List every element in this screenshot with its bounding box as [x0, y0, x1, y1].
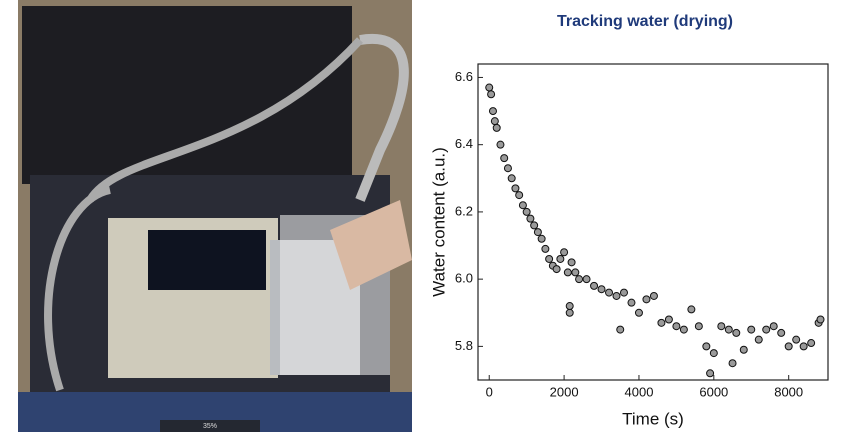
point [739, 345, 748, 354]
point [799, 342, 808, 351]
point [556, 254, 565, 263]
point [565, 308, 574, 317]
point [732, 328, 741, 337]
point [709, 349, 718, 358]
point [518, 201, 527, 210]
point [565, 302, 574, 311]
point [642, 295, 651, 304]
point [754, 335, 763, 344]
x-tick-label: 0 [486, 384, 493, 399]
x-tick-label: 4000 [625, 384, 654, 399]
point [657, 318, 666, 327]
point [485, 83, 494, 92]
point [687, 305, 696, 314]
point [575, 275, 584, 284]
y-tick-label: 6.6 [455, 69, 473, 84]
point [597, 285, 606, 294]
point [487, 90, 496, 99]
y-tick-label: 6.2 [455, 203, 473, 218]
point [724, 325, 733, 334]
point [612, 291, 621, 300]
point [634, 308, 643, 317]
point [649, 291, 658, 300]
point [590, 281, 599, 290]
point [762, 325, 771, 334]
point [503, 164, 512, 173]
point [571, 268, 580, 277]
point [552, 265, 561, 274]
point [560, 248, 569, 257]
point [541, 244, 550, 253]
point [717, 322, 726, 331]
point [567, 258, 576, 267]
point [605, 288, 614, 297]
chart-title: Tracking water (drying) [557, 13, 733, 30]
point [784, 342, 793, 351]
point [694, 322, 703, 331]
point [526, 214, 535, 223]
point [545, 254, 554, 263]
point [777, 328, 786, 337]
point [807, 339, 816, 348]
point [664, 315, 673, 324]
point [507, 174, 516, 183]
point [490, 117, 499, 126]
point [769, 322, 778, 331]
point [537, 234, 546, 243]
point [530, 221, 539, 230]
point [706, 369, 715, 378]
point [500, 154, 509, 163]
point [728, 359, 737, 368]
x-tick-label: 8000 [774, 384, 803, 399]
point [702, 342, 711, 351]
zoom-label: 35% [203, 423, 217, 430]
x-tick-label: 2000 [550, 384, 579, 399]
point [792, 335, 801, 344]
point [496, 140, 505, 149]
point [627, 298, 636, 307]
point [619, 288, 628, 297]
point [511, 184, 520, 193]
point [515, 191, 524, 200]
y-tick-label: 5.8 [455, 338, 473, 353]
x-axis-label: Time (s) [622, 409, 684, 428]
point [533, 228, 542, 237]
photo: 35% [18, 0, 412, 432]
plot-frame [477, 63, 829, 381]
x-tick-label: 6000 [699, 384, 728, 399]
y-axis-label: Water content (a.u.) [429, 147, 448, 297]
y-tick-label: 6.4 [455, 136, 473, 151]
point [582, 275, 591, 284]
point [616, 325, 625, 334]
point [563, 268, 572, 277]
point [488, 107, 497, 116]
y-tick-label: 6.0 [455, 271, 473, 286]
point [522, 207, 531, 216]
point [816, 315, 825, 324]
point [747, 325, 756, 334]
point [679, 325, 688, 334]
point [492, 123, 501, 132]
point [672, 322, 681, 331]
